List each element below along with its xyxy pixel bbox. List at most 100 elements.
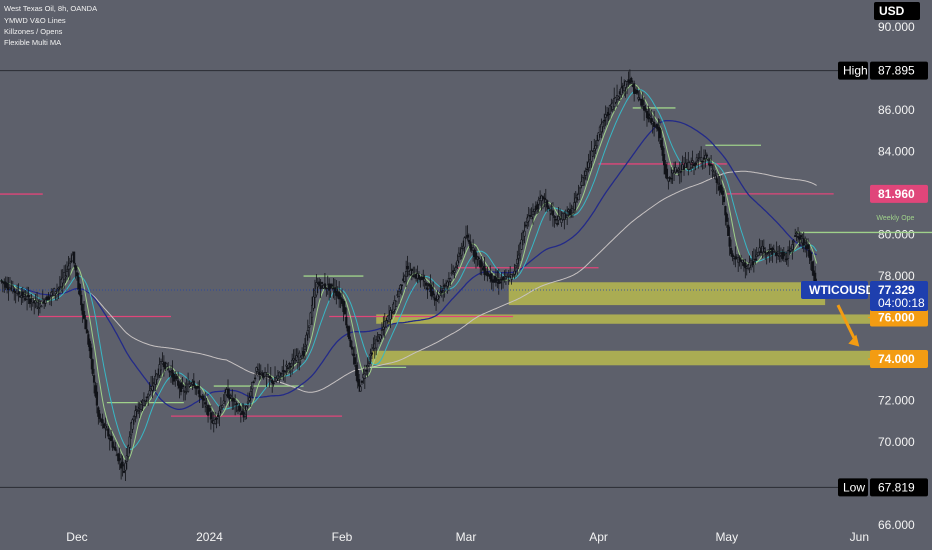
support-zone	[508, 282, 826, 306]
candle-body	[591, 151, 594, 157]
candle-body	[531, 211, 535, 216]
candle-body	[460, 248, 463, 256]
indicator-multi-ma[interactable]: Flexible Multi MA	[4, 38, 62, 47]
candle-body	[758, 247, 761, 252]
candle-body	[661, 146, 664, 156]
candle-body	[514, 265, 517, 269]
candle-body	[792, 240, 795, 243]
candle-body	[245, 405, 248, 411]
candle-body	[719, 184, 723, 193]
candle-body	[506, 276, 509, 278]
candle-body	[533, 208, 536, 212]
candle-body	[202, 398, 205, 401]
support-zone	[371, 350, 890, 366]
candle-body	[784, 252, 787, 255]
candle-body	[288, 363, 291, 365]
candle-body	[548, 209, 552, 212]
candle-body	[454, 266, 458, 269]
candle-body	[249, 391, 252, 397]
indicator-ymwd[interactable]: YMWD V&O Lines	[4, 16, 66, 25]
indicator-killzones[interactable]: Killzones / Opens	[4, 27, 63, 36]
candle-body	[181, 385, 184, 388]
candle-body	[494, 277, 498, 283]
candle-body	[648, 115, 651, 118]
candle-body	[263, 372, 267, 377]
candle-body	[765, 253, 768, 255]
candle-body	[144, 399, 147, 402]
candle-body	[132, 416, 136, 421]
candle-body	[442, 288, 445, 291]
candle-body	[139, 404, 143, 410]
candle-body	[694, 162, 697, 166]
candle-body	[238, 405, 241, 411]
candle-body	[738, 257, 741, 261]
candle-body	[17, 291, 20, 295]
candle-body	[310, 304, 314, 318]
legend-title[interactable]: West Texas Oil, 8h, OANDA	[4, 4, 98, 13]
candle-body	[596, 140, 599, 147]
candle-body	[27, 295, 30, 297]
candle-body	[601, 121, 604, 127]
candle-body	[527, 215, 530, 222]
candle-body	[38, 300, 42, 305]
candle-body	[34, 300, 37, 304]
candle-body	[309, 312, 312, 325]
candle-body	[744, 262, 747, 269]
candle-body	[722, 196, 726, 203]
candle-body	[751, 261, 754, 266]
candle-body	[131, 419, 134, 430]
candle-body	[483, 265, 486, 275]
candle-body	[806, 244, 810, 250]
price-axis	[868, 0, 932, 550]
high-marker-label: High	[843, 64, 868, 78]
bar-countdown: 04:00:18	[878, 296, 925, 310]
candle-body	[547, 207, 550, 210]
candle-body	[184, 391, 187, 393]
candle-body	[741, 259, 744, 263]
candle-body	[177, 380, 180, 386]
candle-body	[406, 265, 409, 270]
candle-body	[81, 303, 84, 315]
candle-body	[605, 114, 609, 117]
candle-body	[84, 319, 87, 330]
candle-body	[192, 380, 195, 386]
candle-body	[323, 283, 327, 289]
price-tick-label: 86.000	[878, 103, 915, 117]
candle-body	[710, 164, 713, 166]
candle-body	[558, 217, 562, 220]
candle-body	[302, 350, 305, 357]
candle-body	[272, 382, 275, 385]
candle-body	[97, 407, 100, 417]
candle-body	[232, 398, 235, 402]
candle-body	[543, 197, 546, 200]
currency-bg	[874, 2, 920, 20]
candle-body	[251, 381, 254, 390]
candle-body	[292, 358, 295, 361]
price-tick-label: 84.000	[878, 145, 915, 159]
candle-body	[85, 329, 89, 334]
candle-body	[345, 316, 348, 326]
candle-body	[41, 298, 44, 303]
candle-body	[305, 334, 308, 346]
candle-body	[268, 375, 271, 378]
time-tick-label: Jun	[850, 530, 869, 544]
candle-body	[798, 236, 801, 240]
current-price-value: 77.329	[878, 283, 915, 297]
candle-body	[529, 214, 532, 217]
time-tick-label: Dec	[66, 530, 87, 544]
price-tag: 81.960	[870, 184, 928, 203]
price-tag: 74.000	[870, 350, 928, 369]
candle-body	[511, 273, 515, 276]
candle-body	[23, 294, 26, 297]
candle-body	[603, 119, 606, 122]
candle-body	[256, 369, 260, 372]
price-tick-label: 72.000	[878, 394, 915, 408]
candle-body	[811, 261, 814, 272]
candle-body	[121, 461, 124, 467]
candle-body	[239, 413, 242, 415]
candle-body	[446, 281, 449, 287]
candle-body	[504, 276, 508, 280]
